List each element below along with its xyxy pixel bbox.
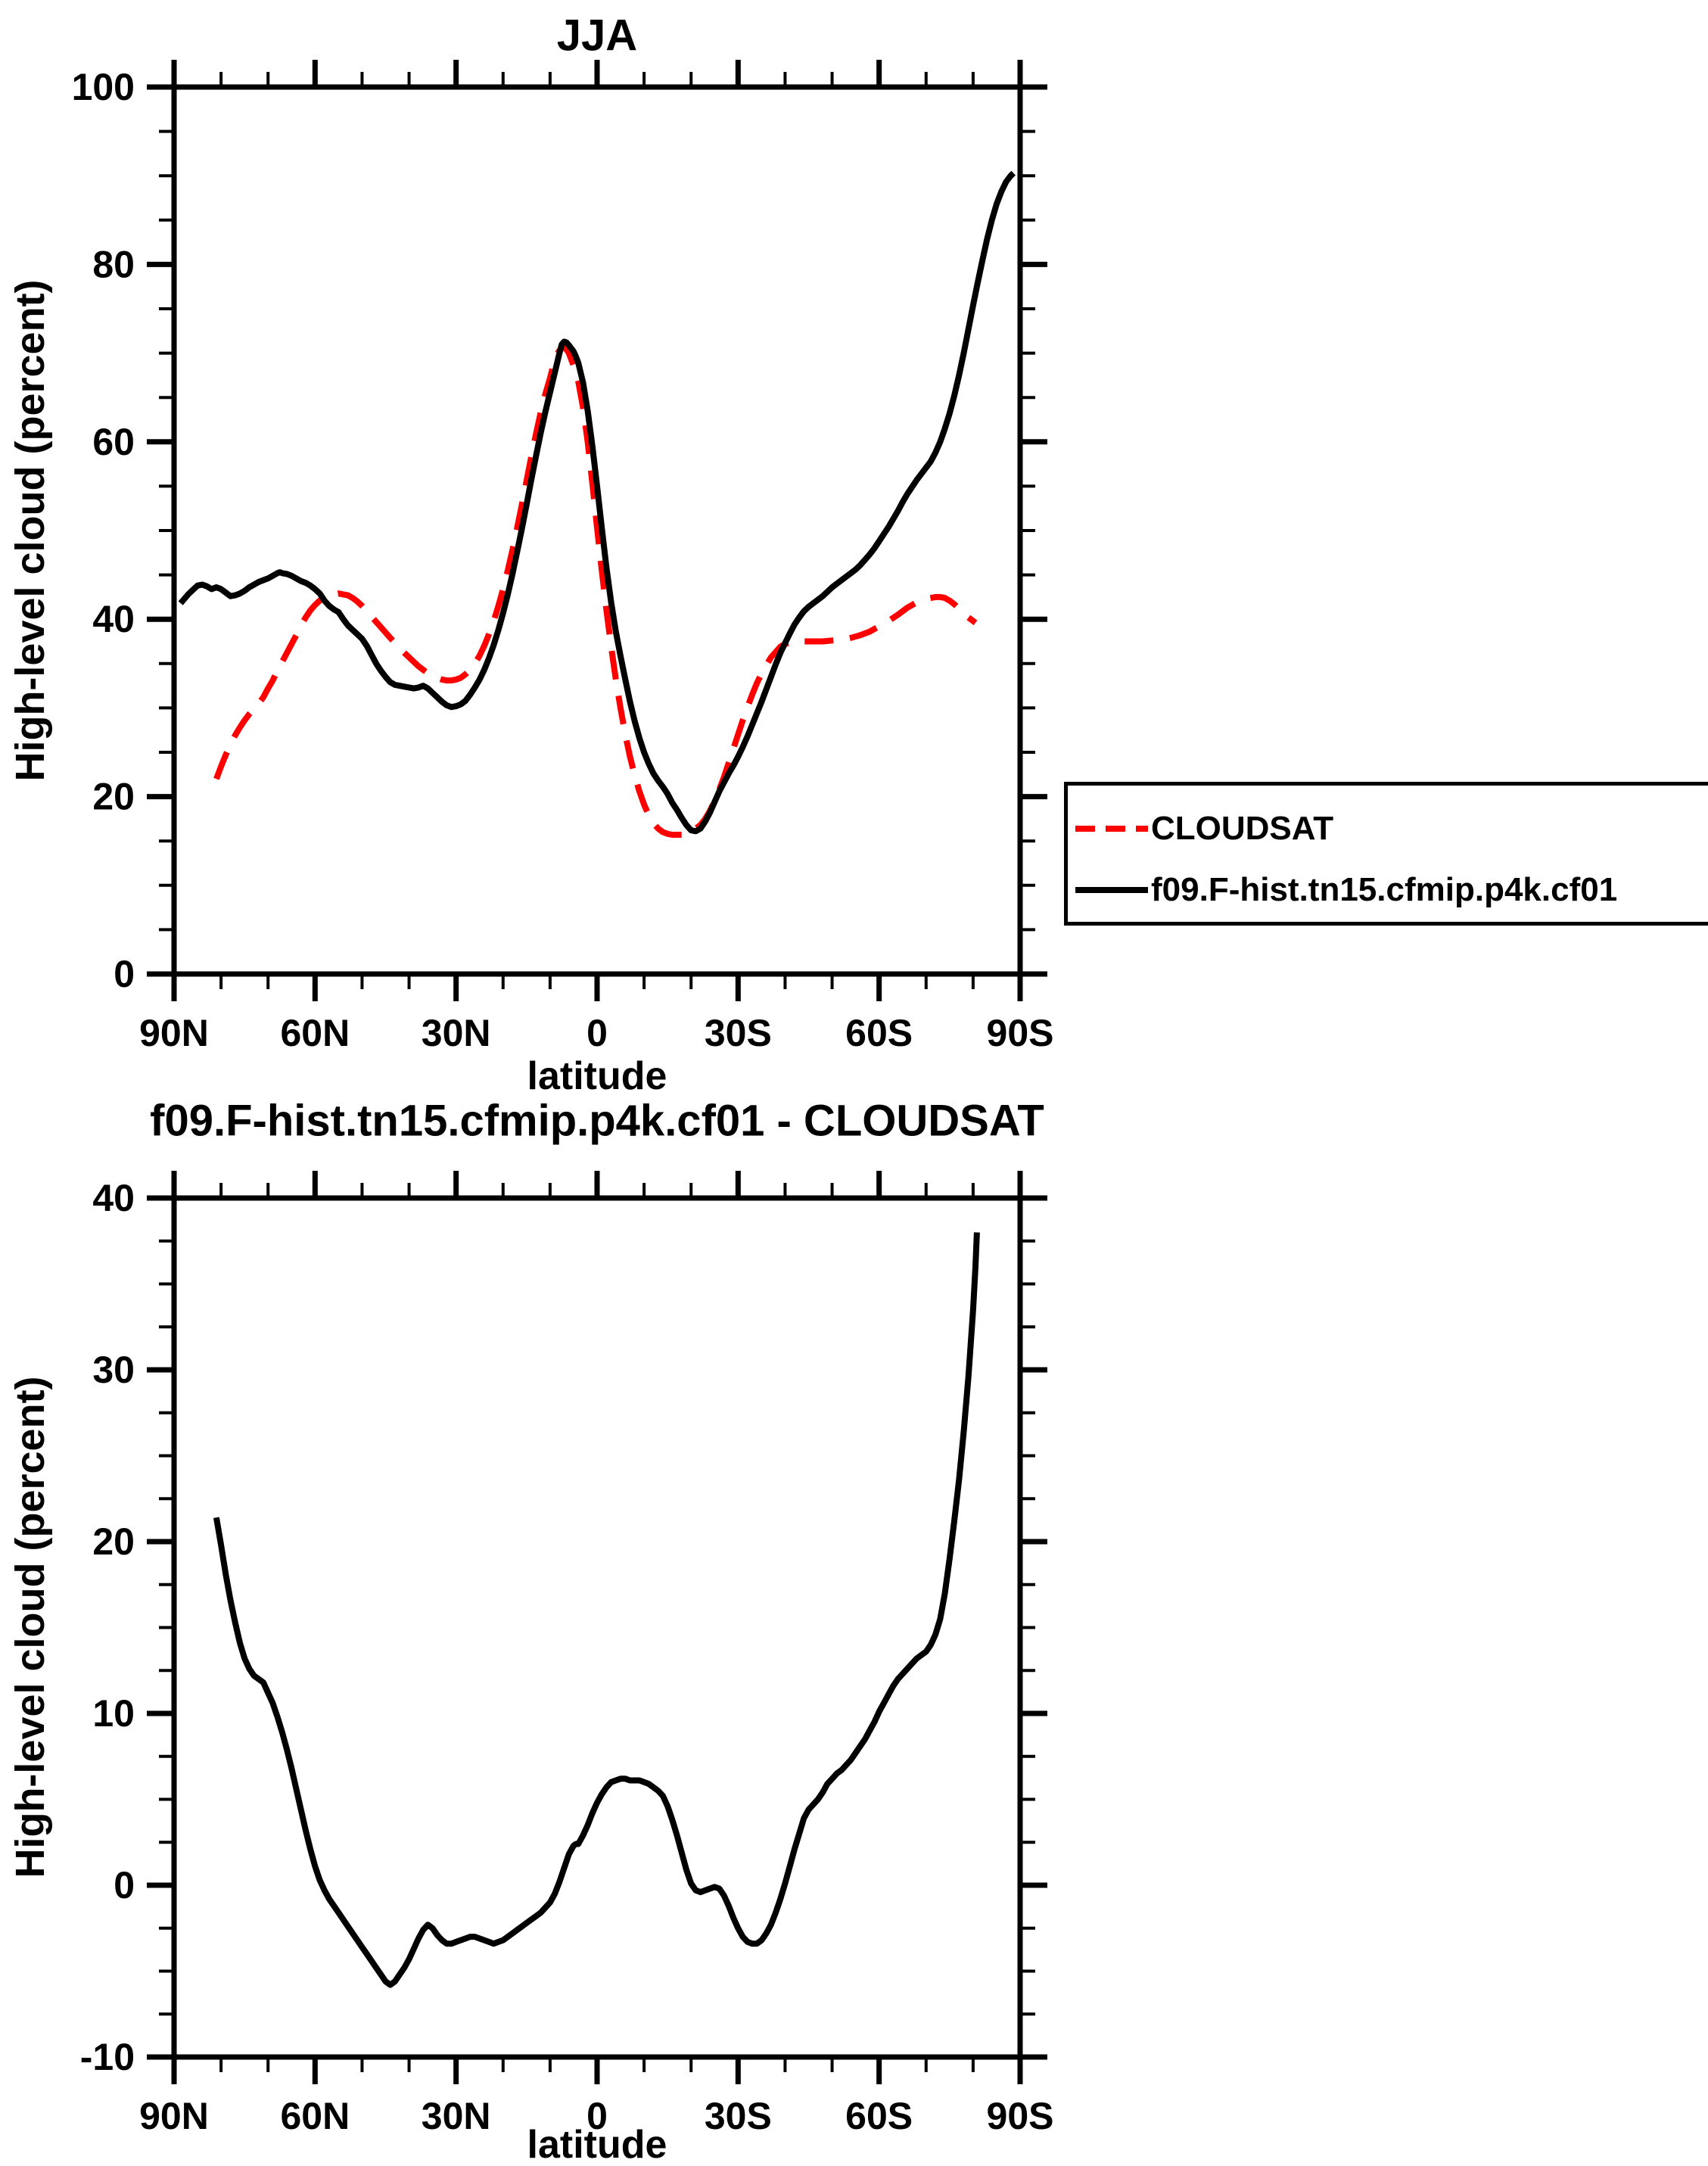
x-tick-label: 30S bbox=[705, 1012, 772, 1054]
bottom-chart-title: f09.F-hist.tn15.cfmip.p4k.cf01 - CLOUDSA… bbox=[150, 1096, 1044, 1146]
legend-label-model: f09.F-hist.tn15.cfmip.p4k.cf01 bbox=[1151, 871, 1618, 908]
y-tick-label: 0 bbox=[114, 1864, 135, 1906]
x-tick-label: 60S bbox=[845, 1012, 913, 1054]
x-tick-label: 60N bbox=[280, 1012, 350, 1054]
x-tick-label: 30N bbox=[422, 2095, 491, 2137]
x-tick-label: 90S bbox=[987, 1012, 1054, 1054]
y-tick-label: 30 bbox=[92, 1349, 135, 1391]
y-tick-label: 60 bbox=[92, 421, 135, 463]
difference-line bbox=[213, 1232, 980, 1988]
bottom-chart-ylabel: High-level cloud (percent) bbox=[8, 1376, 53, 1878]
chart-difference: 90N 60N 30N 0 30S 60S 90S -10 0 10 20 30 40 bbox=[80, 1171, 1054, 2137]
y-tick-label: 0 bbox=[114, 953, 135, 995]
legend-label-cloudsat: CLOUDSAT bbox=[1151, 810, 1334, 847]
y-tick-label: 20 bbox=[92, 1520, 135, 1563]
y-tick-label: 100 bbox=[72, 66, 135, 108]
y-tick-label: 20 bbox=[92, 776, 135, 818]
cloudsat-line bbox=[213, 344, 978, 838]
cloudsat-legend-line bbox=[1075, 826, 1148, 832]
y-tick-label: 10 bbox=[92, 1692, 135, 1735]
x-tick-label: 0 bbox=[586, 2095, 608, 2137]
chart-jja: 90N 60N 30N 0 30S 60S 90S 0 20 40 60 80 100 bbox=[72, 60, 1054, 1054]
x-tick-label: 60S bbox=[845, 2095, 913, 2137]
legend-entry-model: f09.F-hist.tn15.cfmip.p4k.cf01 bbox=[1074, 871, 1617, 909]
legend: CLOUDSAT f09.F-hist.tn15.cfmip.p4k.cf01 bbox=[1064, 782, 1708, 926]
y-tick-label: 40 bbox=[92, 1177, 135, 1219]
top-chart-ylabel: High-level cloud (percent) bbox=[8, 279, 53, 782]
x-tick-label: 90N bbox=[139, 1012, 209, 1054]
bottom-chart-xlabel: latitude bbox=[527, 2123, 667, 2166]
y-tick-label: 80 bbox=[92, 243, 135, 285]
y-tick-label: 40 bbox=[92, 598, 135, 640]
y-tick-label: -10 bbox=[80, 2036, 135, 2078]
plot-frame bbox=[171, 1195, 1023, 2060]
model-line bbox=[178, 170, 1016, 835]
top-chart-xlabel: latitude bbox=[527, 1054, 667, 1098]
model-legend-line bbox=[1075, 887, 1148, 893]
x-tick-label: 30N bbox=[422, 1012, 491, 1054]
x-tick-label: 30S bbox=[705, 2095, 772, 2137]
legend-entry-cloudsat: CLOUDSAT bbox=[1074, 810, 1333, 848]
x-tick-label: 0 bbox=[586, 1012, 608, 1054]
x-tick-label: 90N bbox=[139, 2095, 209, 2137]
top-chart-title: JJA bbox=[556, 11, 638, 61]
x-tick-label: 60N bbox=[280, 2095, 350, 2137]
x-tick-label: 90S bbox=[987, 2095, 1054, 2137]
